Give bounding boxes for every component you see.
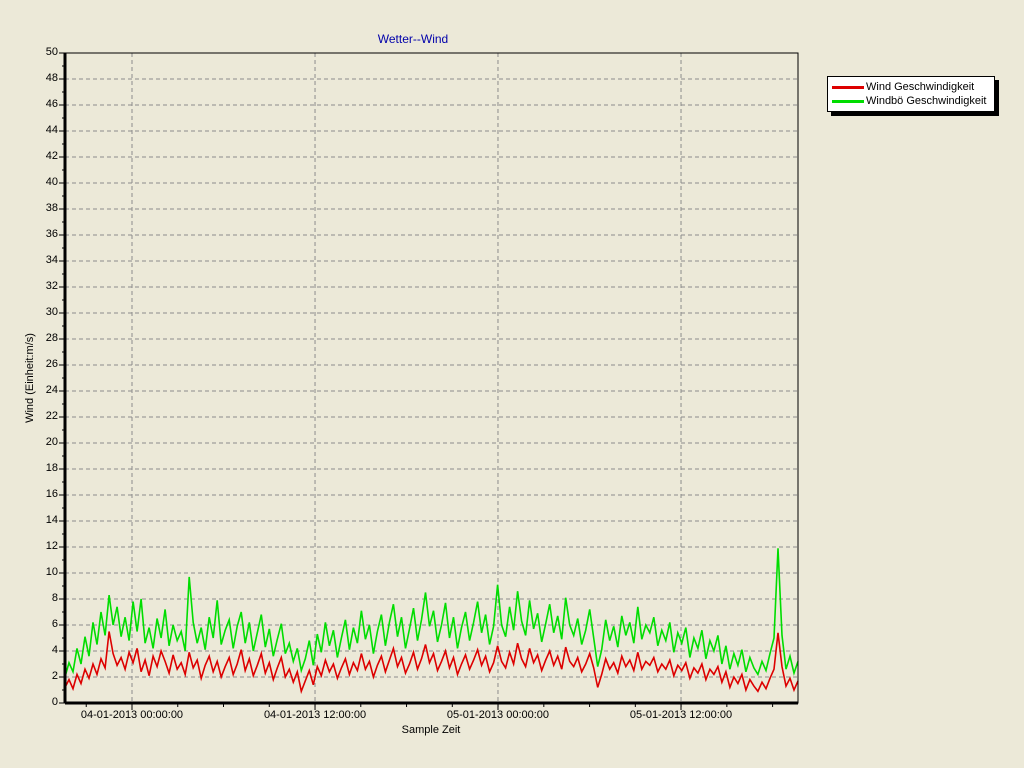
- y-tick-label: 28: [45, 332, 58, 344]
- y-tick-label: 24: [45, 384, 58, 396]
- y-tick-label: 12: [45, 540, 58, 552]
- x-tick-label: 04-01-2013 12:00:00: [263, 709, 367, 721]
- chart-title: Wetter--Wind: [377, 32, 449, 46]
- y-tick-label: 30: [45, 306, 58, 318]
- y-tick-label: 8: [51, 592, 58, 604]
- legend-label-wind: Wind Geschwindigkeit: [866, 81, 975, 93]
- legend-label-gust: Windbö Geschwindigkeit: [866, 95, 987, 107]
- legend-item-wind: Wind Geschwindigkeit: [832, 80, 986, 94]
- y-tick-label: 40: [45, 176, 58, 188]
- plot-area: [59, 52, 799, 710]
- y-tick-label: 32: [45, 280, 58, 292]
- legend-line-wind-icon: [832, 85, 864, 89]
- y-tick-label: 26: [45, 358, 58, 370]
- x-axis-title: Sample Zeit: [401, 724, 461, 736]
- y-tick-label: 20: [45, 436, 58, 448]
- x-tick-label: 05-01-2013 12:00:00: [629, 709, 733, 721]
- y-tick-label: 14: [45, 514, 58, 526]
- y-tick-label: 6: [51, 618, 58, 630]
- y-tick-label: 50: [45, 46, 58, 58]
- series-line-0: [64, 631, 799, 695]
- y-tick-label: 34: [45, 254, 58, 266]
- y-tick-label: 36: [45, 228, 58, 240]
- x-tick-label: 05-01-2013 00:00:00: [446, 709, 550, 721]
- legend-item-gust: Windbö Geschwindigkeit: [832, 94, 986, 108]
- y-tick-label: 0: [51, 696, 58, 708]
- y-tick-label: 44: [45, 124, 58, 136]
- legend: Wind Geschwindigkeit Windbö Geschwindigk…: [827, 76, 996, 112]
- y-tick-label: 42: [45, 150, 58, 162]
- y-tick-label: 46: [45, 98, 58, 110]
- y-tick-label: 18: [45, 462, 58, 474]
- y-tick-label: 2: [51, 670, 58, 682]
- y-tick-label: 48: [45, 72, 58, 84]
- series-line-1: [64, 548, 799, 678]
- plot-border: [64, 52, 799, 704]
- y-tick-label: 16: [45, 488, 58, 500]
- y-tick-label: 38: [45, 202, 58, 214]
- x-tick-label: 04-01-2013 00:00:00: [80, 709, 184, 721]
- y-tick-label: 22: [45, 410, 58, 422]
- y-tick-label: 10: [45, 566, 58, 578]
- legend-line-gust-icon: [832, 99, 864, 103]
- y-tick-label: 4: [51, 644, 58, 656]
